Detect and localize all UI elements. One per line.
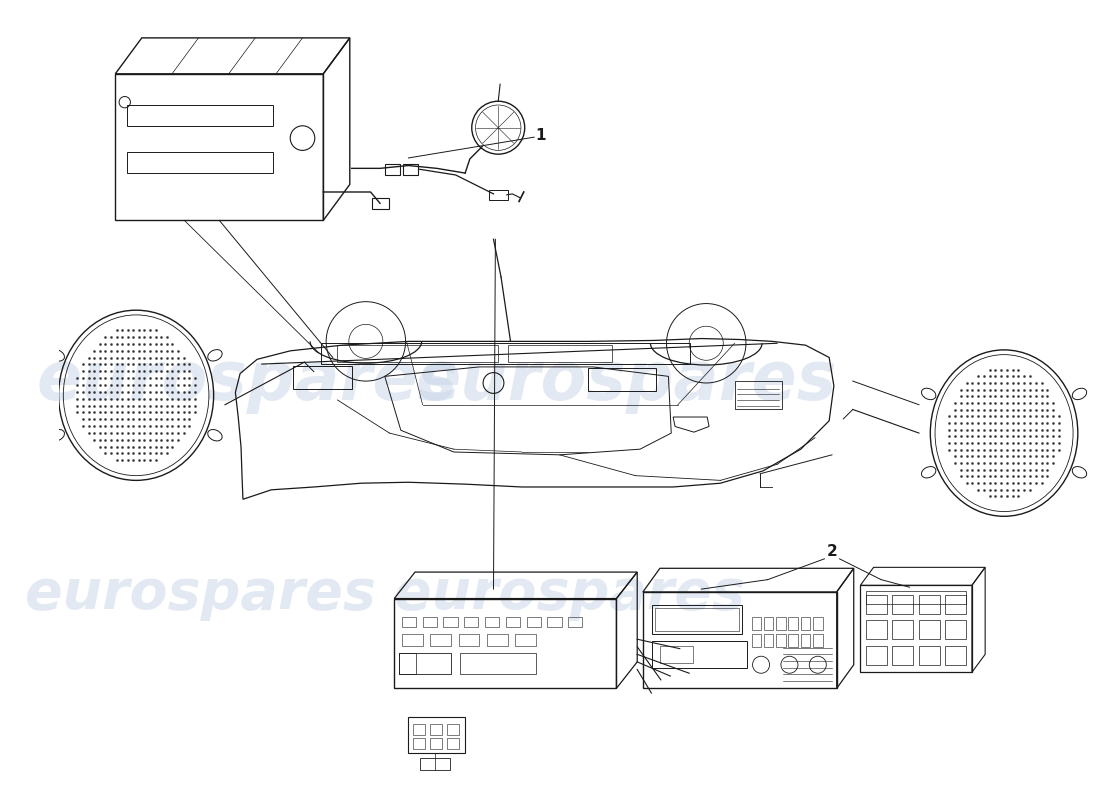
Bar xyxy=(399,654,451,674)
Bar xyxy=(763,618,773,630)
Bar xyxy=(892,646,913,665)
Bar xyxy=(652,605,742,634)
Bar xyxy=(751,634,761,646)
Bar xyxy=(527,618,541,627)
Bar xyxy=(126,152,273,173)
Bar xyxy=(420,758,450,770)
Bar xyxy=(515,634,536,646)
Text: 1: 1 xyxy=(536,128,546,142)
Bar xyxy=(860,586,972,672)
Bar xyxy=(763,634,773,646)
Bar xyxy=(488,190,508,199)
Bar xyxy=(126,105,273,126)
Bar xyxy=(642,592,837,688)
Bar xyxy=(801,634,811,646)
Bar xyxy=(945,646,966,665)
Bar xyxy=(735,381,782,410)
Bar xyxy=(660,646,693,663)
Bar xyxy=(448,724,460,734)
Bar xyxy=(385,164,400,175)
Bar xyxy=(338,345,498,362)
Bar xyxy=(866,591,966,604)
Bar xyxy=(813,618,823,630)
Bar xyxy=(945,594,966,614)
Bar xyxy=(777,634,785,646)
Bar xyxy=(866,646,887,665)
Bar xyxy=(399,654,416,674)
Bar xyxy=(777,618,785,630)
Bar xyxy=(430,724,442,734)
Bar xyxy=(751,618,761,630)
Bar xyxy=(892,620,913,639)
Bar xyxy=(945,620,966,639)
Text: 2: 2 xyxy=(826,544,837,558)
Text: eurospares: eurospares xyxy=(394,567,745,621)
Bar xyxy=(414,724,426,734)
Text: eurospares: eurospares xyxy=(25,567,376,621)
Bar xyxy=(892,594,913,614)
Bar xyxy=(656,608,739,630)
Bar xyxy=(461,654,536,674)
Bar xyxy=(403,164,418,175)
Bar xyxy=(422,618,437,627)
Bar xyxy=(487,634,508,646)
Bar xyxy=(321,343,690,364)
Bar xyxy=(394,598,616,688)
Bar xyxy=(464,618,478,627)
Bar xyxy=(866,620,887,639)
Bar xyxy=(414,738,426,749)
Bar xyxy=(918,594,939,614)
Bar xyxy=(459,634,480,646)
Bar xyxy=(373,198,389,209)
Bar xyxy=(116,74,323,220)
Text: eurospares: eurospares xyxy=(37,348,459,414)
Bar xyxy=(801,618,811,630)
Bar xyxy=(506,618,520,627)
Bar xyxy=(588,368,656,390)
Bar xyxy=(408,717,465,753)
Bar xyxy=(430,738,442,749)
Bar xyxy=(569,618,582,627)
Bar xyxy=(866,594,887,614)
Bar xyxy=(789,634,797,646)
Bar xyxy=(813,634,823,646)
Bar xyxy=(918,620,939,639)
Bar xyxy=(918,646,939,665)
Bar xyxy=(402,634,422,646)
Bar xyxy=(652,641,747,667)
Text: eurospares: eurospares xyxy=(415,348,837,414)
Bar xyxy=(430,634,451,646)
Bar xyxy=(789,618,797,630)
Bar xyxy=(443,618,458,627)
Bar xyxy=(508,345,612,362)
Bar xyxy=(293,366,352,389)
Bar xyxy=(485,618,499,627)
Bar xyxy=(448,738,460,749)
Bar xyxy=(548,618,562,627)
Bar xyxy=(402,618,416,627)
